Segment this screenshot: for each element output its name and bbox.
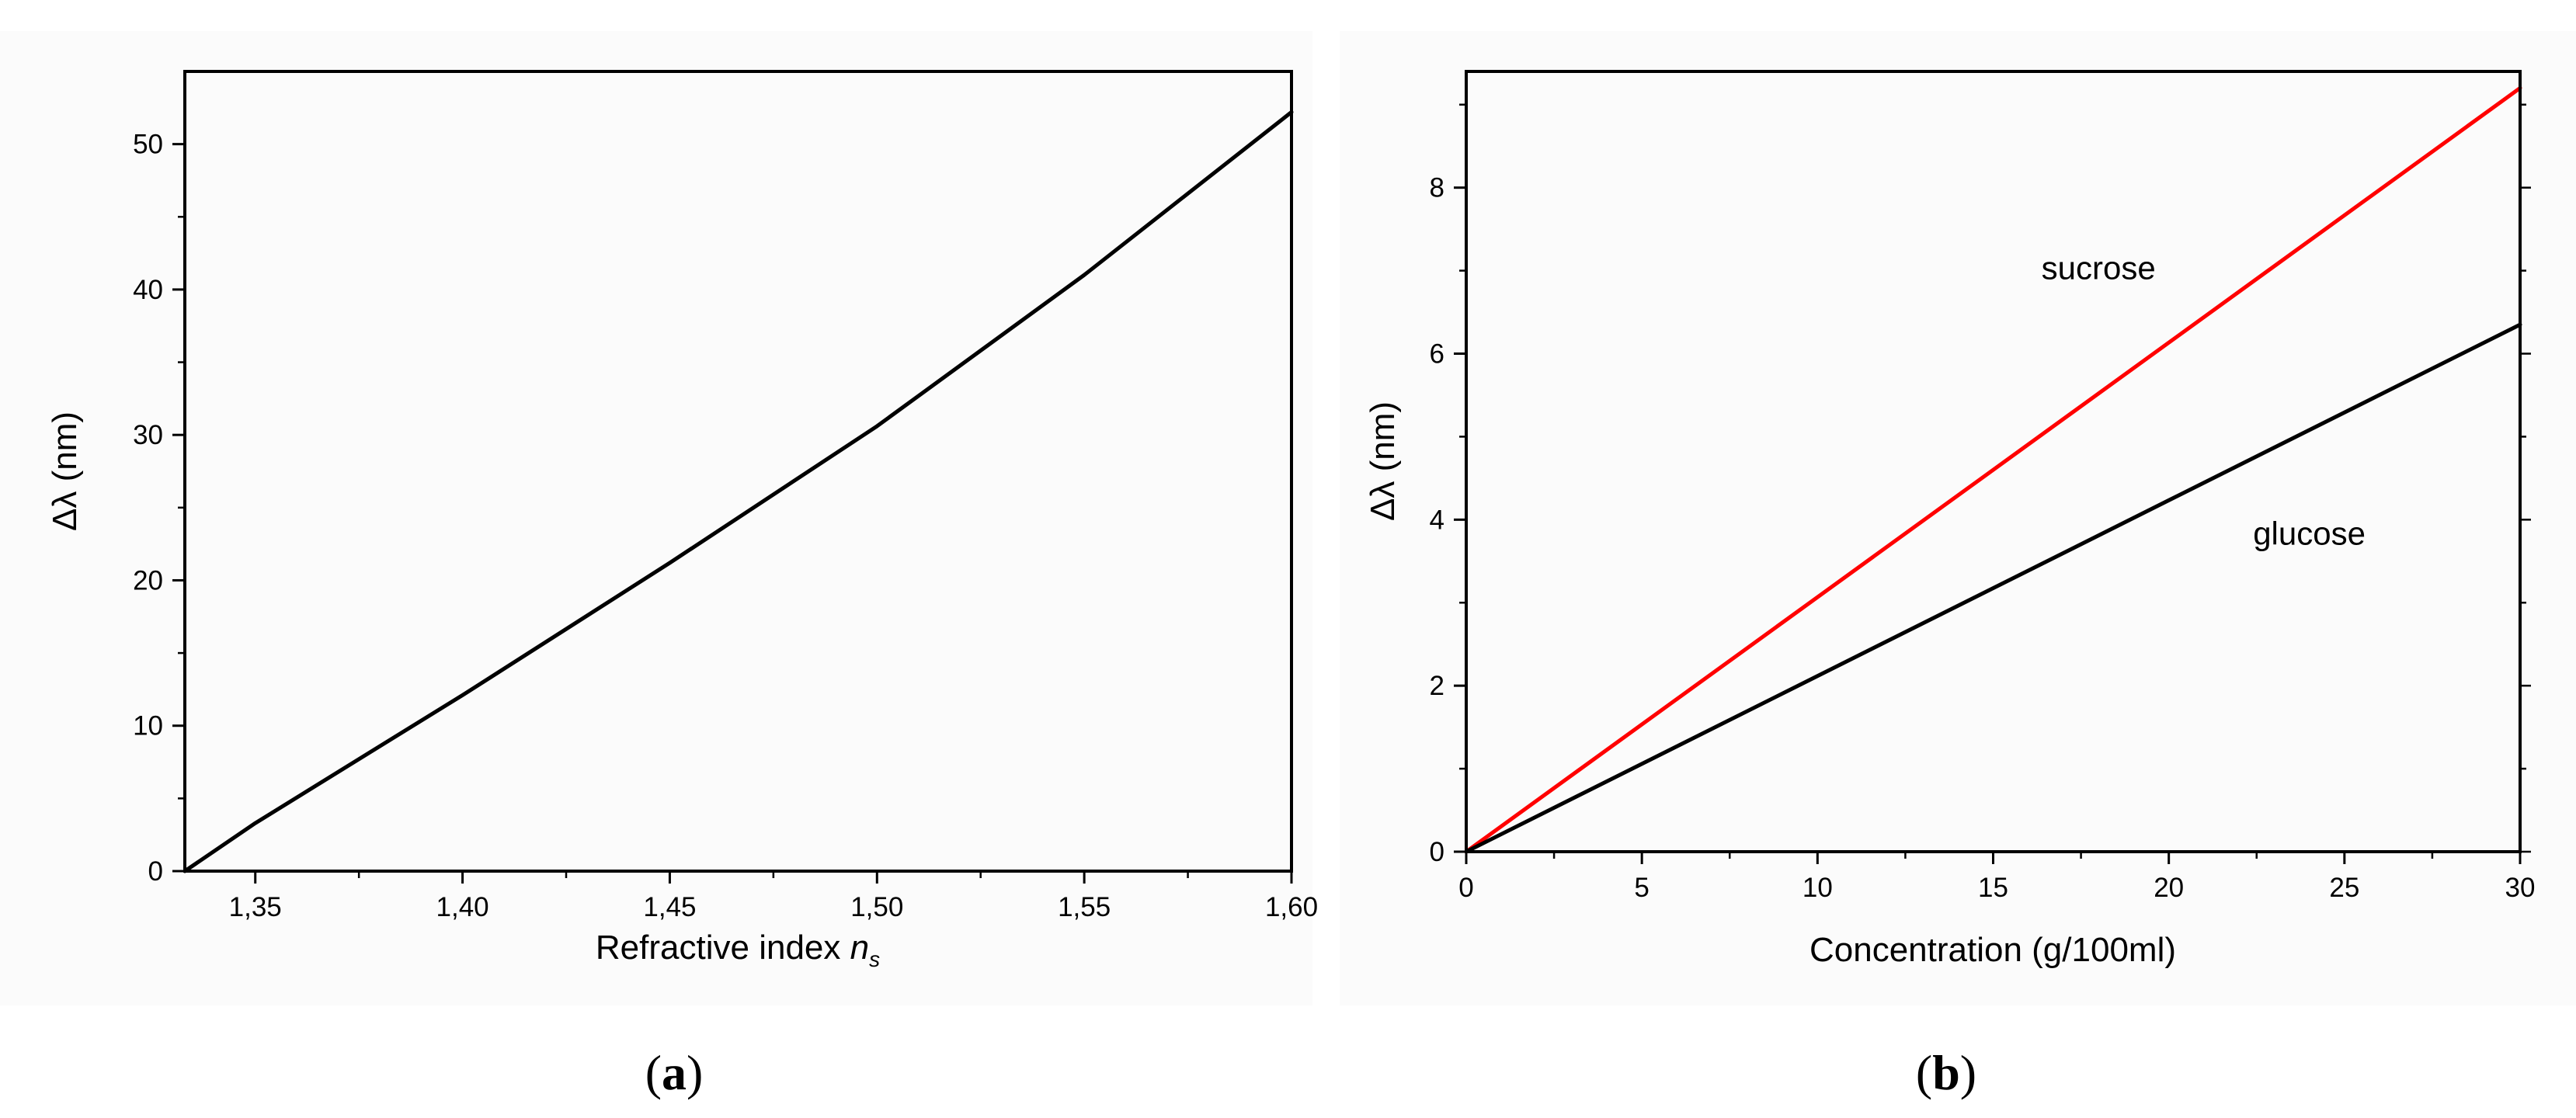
chart-a-y-tick-label: 50	[133, 130, 163, 160]
chart-b-y-tick-label: 4	[1430, 505, 1444, 535]
chart-a-y-axis-title: Δλ (nm)	[46, 411, 84, 531]
panel-label-b: (b)	[1916, 1045, 1976, 1100]
chart-b-y-tick-label: 8	[1430, 173, 1444, 203]
chart-a: 1,35 1,40 1,45 1,50 1,55 1,60 0 10 20 30 40 50 Refr…	[0, 31, 1318, 1100]
chart-b-x-tick-label: 25	[2329, 873, 2359, 903]
chart-a-y-tick-label: 40	[133, 275, 163, 305]
chart-a-y-tick-label: 10	[133, 711, 163, 741]
chart-b-y-axis-title: Δλ (nm)	[1364, 401, 1402, 521]
chart-a-x-tick-label: 1,50	[850, 892, 903, 922]
chart-b-y-tick-label: 6	[1430, 339, 1444, 370]
chart-b-series-line-glucose	[1464, 322, 2522, 854]
chart-a-plot-frame	[183, 70, 1293, 873]
chart-b-background	[1340, 31, 2576, 1005]
panel-label-b-letter: b	[1932, 1045, 1960, 1100]
chart-b-series	[1464, 85, 2522, 854]
chart-a-y-tick-label: 0	[148, 856, 163, 887]
chart-b-series-label-glucose: glucose	[2253, 515, 2366, 551]
panel-label-a: (a)	[645, 1045, 704, 1100]
panel-label-a-letter: a	[662, 1045, 687, 1100]
chart-a-tick-labels: 1,35 1,40 1,45 1,50 1,55 1,60 0 10 20 30 40 50	[133, 130, 1318, 922]
chart-a-x-tick-label: 1,45	[643, 892, 696, 922]
chart-b-series-label-sucrose: sucrose	[2042, 249, 2156, 286]
chart-a-series	[183, 109, 1294, 873]
chart-b-tick-labels: 0 5 10 15 20 25 30 0 2 4 6 8	[1430, 173, 2536, 903]
chart-b-x-tick-label: 20	[2154, 873, 2184, 903]
chart-b-y-tick-label: 2	[1430, 671, 1444, 701]
chart-b-series-labels: sucrose glucose	[2042, 249, 2366, 551]
chart-a-x-tick-label: 1,60	[1265, 892, 1318, 922]
chart-b-x-tick-label: 15	[1978, 873, 2008, 903]
chart-b-x-tick-label: 0	[1458, 873, 1473, 903]
chart-a-x-axis-subscript: s	[869, 947, 880, 971]
chart-b-ticks	[1454, 186, 2522, 864]
chart-a-x-tick-label: 1,35	[229, 892, 282, 922]
chart-a-x-axis-title-text: Refractive index	[596, 929, 850, 967]
chart-a-ticks	[172, 143, 1293, 884]
chart-b-x-tick-label: 30	[2505, 873, 2536, 903]
chart-a-x-tick-label: 1,40	[436, 892, 489, 922]
chart-b: 0 5 10 15 20 25 30 0 2 4 6 8 sucrose glucose Concent…	[1340, 31, 2576, 1100]
chart-a-series-line-series-0	[183, 109, 1294, 873]
chart-b-series-line-sucrose	[1464, 85, 2522, 854]
chart-b-plot-frame	[1465, 70, 2522, 853]
chart-a-y-tick-label: 20	[133, 565, 163, 595]
chart-b-y-tick-label: 0	[1430, 837, 1444, 867]
chart-a-x-axis-var: n	[850, 929, 869, 967]
chart-b-x-axis-title: Concentration (g/100ml)	[1809, 931, 2176, 969]
chart-a-x-axis-title: Refractive index ns	[596, 929, 880, 971]
chart-a-x-tick-label: 1,55	[1058, 892, 1111, 922]
chart-b-x-tick-label: 5	[1634, 873, 1649, 903]
chart-b-x-tick-label: 10	[1803, 873, 1833, 903]
chart-a-y-tick-label: 30	[133, 420, 163, 450]
chart-a-background	[0, 31, 1312, 1005]
